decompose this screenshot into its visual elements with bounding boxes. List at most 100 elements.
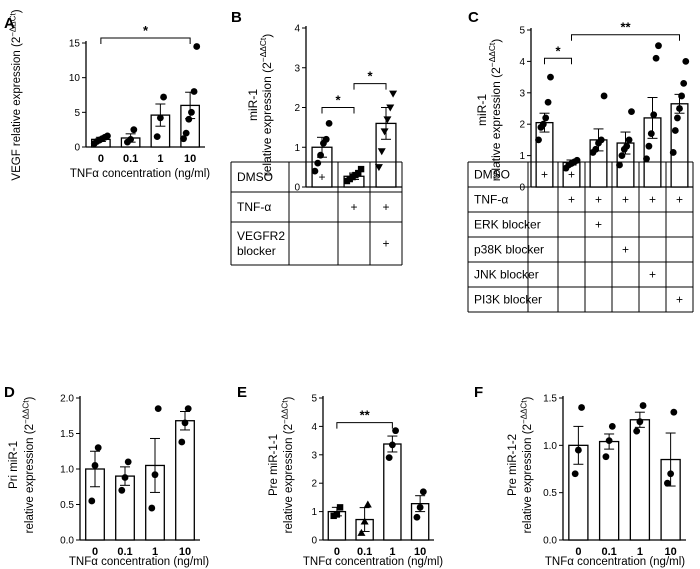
xlabel-f: TNFα concentration (ng/ml): [545, 556, 685, 568]
data-point: [388, 441, 396, 449]
data-point: [360, 517, 369, 525]
data-point: [600, 92, 608, 100]
data-point: [127, 135, 135, 143]
ylabel-f-line2: relative expression (2−ΔΔCt): [519, 397, 534, 534]
significance-label: *: [143, 23, 149, 38]
bar: [629, 419, 651, 541]
data-point: [643, 155, 650, 163]
ylabel-e-line2-tail: ): [283, 397, 295, 401]
table-plus-mark: +: [649, 268, 656, 282]
y-tick-label: 15: [69, 39, 81, 50]
data-point: [674, 114, 681, 122]
table-plus-mark: +: [541, 168, 548, 182]
data-point: [193, 43, 201, 50]
data-point: [680, 79, 688, 87]
ylabel-d-line2-main: relative expression (2: [24, 424, 36, 533]
x-tick-label: 0: [98, 153, 104, 165]
data-point: [124, 458, 132, 466]
data-point: [182, 129, 190, 137]
y-tick-label: 0.0: [60, 536, 74, 547]
ylabel-d-line2: relative expression (2−ΔΔCt): [21, 397, 36, 534]
data-point: [336, 504, 344, 511]
data-point: [160, 93, 167, 101]
significance-bracket: [100, 37, 191, 44]
data-point: [667, 470, 675, 478]
ylabel-e-line2: relative expression (2−ΔΔCt): [280, 397, 295, 534]
data-point: [645, 142, 653, 150]
data-point: [357, 165, 365, 173]
y-tick-label: 0.5: [60, 500, 74, 511]
panel-b: 0 1 2 3 4 * *: [294, 24, 402, 194]
data-point: [104, 132, 111, 140]
x-tick-label: 10: [414, 546, 426, 558]
data-point: [386, 104, 395, 112]
data-point: [539, 120, 547, 128]
ylabel-a: VEGF relative expression (2−ΔΔCt): [8, 9, 23, 180]
ylabel-a-sup: −ΔΔCt: [8, 13, 17, 37]
data-point: [413, 513, 421, 521]
table-plus-mark: +: [350, 170, 357, 184]
y-tick-label: 1: [294, 143, 300, 154]
x-tick-label: 1: [637, 546, 643, 558]
table-plus-mark: +: [595, 218, 602, 232]
data-point: [544, 98, 552, 106]
data-point: [678, 92, 685, 100]
data-point: [190, 88, 198, 95]
data-point: [618, 152, 626, 160]
xlabel-a: TNFα concentration (ng/ml): [70, 168, 210, 180]
table-plus-mark: +: [676, 193, 683, 207]
ylabel-d-line1: Pri miR-1: [8, 441, 20, 489]
ylabel-c-line2-tail: ): [489, 39, 503, 43]
y-tick-label: 0: [311, 536, 317, 547]
table-plus-mark: +: [649, 193, 656, 207]
data-point: [664, 479, 671, 487]
data-point: [669, 149, 677, 156]
data-point: [121, 474, 129, 481]
table-plus-mark: +: [350, 200, 357, 214]
significance-bracket: [544, 57, 572, 65]
data-point: [670, 408, 678, 416]
data-point: [676, 105, 683, 112]
panel-letter-b: B: [231, 9, 242, 26]
ylabel-b-line2-sup: −ΔΔCt: [258, 37, 268, 62]
table-plus-mark: +: [382, 200, 389, 214]
data-point: [91, 462, 99, 469]
data-point: [153, 133, 161, 141]
table-row-label: DMSO: [474, 168, 510, 182]
y-tick-label: 4: [519, 57, 525, 68]
data-point: [416, 503, 424, 511]
data-point: [535, 136, 542, 144]
data-point: [608, 423, 616, 430]
ylabel-e-line1: Pre miR-1-1: [268, 434, 280, 496]
table-plus-mark: +: [568, 193, 575, 207]
x-tick-label: 10: [179, 546, 191, 558]
x-tick-label: 10: [184, 153, 196, 165]
data-point: [633, 427, 641, 435]
data-point: [94, 444, 102, 452]
y-tick-label: 0: [74, 143, 80, 154]
x-tick-label: 0.1: [601, 546, 616, 558]
x-tick-label: 0: [92, 546, 98, 558]
table-row-label: p38K blocker: [474, 243, 544, 257]
x-tick-label: 0: [575, 546, 581, 558]
panel-letter-a: A: [4, 15, 15, 32]
panel-a: 0 5 10 15 0 0.1 1 10 *: [69, 23, 205, 165]
table-row-label: TNF-α: [237, 200, 271, 214]
data-point: [185, 115, 193, 123]
ylabel-c-line2-main: relative expression (2: [489, 67, 503, 181]
significance-bracket: [321, 107, 355, 114]
table-plus-mark: +: [622, 243, 629, 257]
significance-label: *: [335, 93, 341, 108]
data-point: [355, 169, 362, 177]
y-tick-label: 3: [311, 450, 317, 461]
y-tick-label: 0.5: [543, 488, 557, 499]
data-point: [156, 114, 164, 122]
data-point: [419, 488, 427, 496]
ylabel-c-line2: relative expression (2−ΔΔCt): [487, 39, 503, 182]
data-point: [592, 145, 600, 153]
data-point: [542, 114, 550, 122]
significance-label: *: [555, 43, 561, 58]
data-point: [652, 54, 660, 62]
data-point: [151, 471, 159, 479]
